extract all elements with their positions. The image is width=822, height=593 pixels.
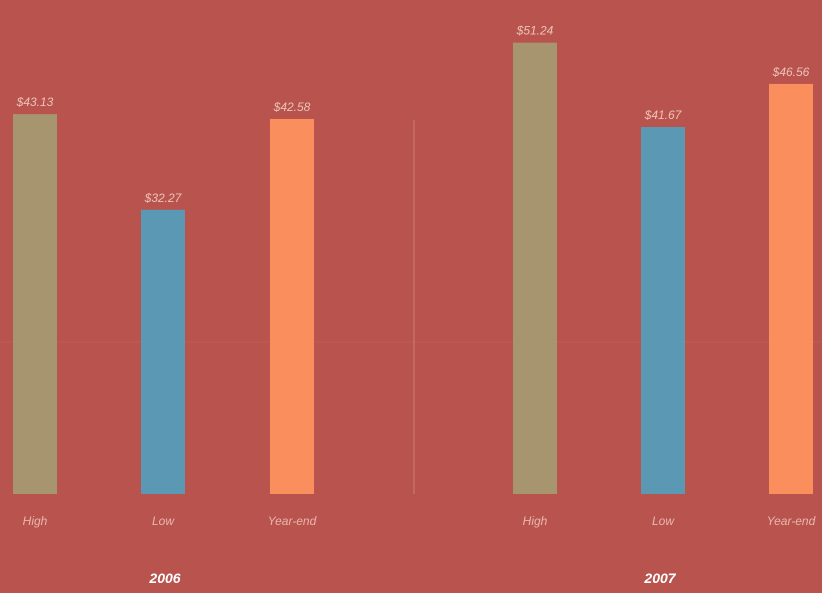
bar-2006-year-end <box>270 118 314 495</box>
category-label-2006-high: High <box>23 514 48 528</box>
year-label-2007: 2007 <box>643 570 676 586</box>
bars-layer <box>13 42 813 495</box>
category-label-2007-high: High <box>523 514 548 528</box>
bar-2007-year-end <box>769 83 813 494</box>
category-label-2006-low: Low <box>152 514 175 528</box>
year-label-2006: 2006 <box>148 570 180 586</box>
category-label-2007-low: Low <box>652 514 675 528</box>
bar-2006-high <box>13 114 57 494</box>
value-label-2007-year-end: $46.56 <box>772 65 810 79</box>
category-label-2007-year-end: Year-end <box>767 514 816 528</box>
bar-2007-low <box>641 126 685 494</box>
value-label-2006-high: $43.13 <box>16 95 54 109</box>
value-label-2006-low: $32.27 <box>144 191 183 205</box>
value-label-2007-low: $41.67 <box>644 108 683 122</box>
labels-layer: $43.13 High $32.27 Low $42.58 Year-end 2006 $51… <box>16 24 816 586</box>
category-label-2006-year-end: Year-end <box>268 514 317 528</box>
bar-2007-high <box>513 42 557 494</box>
value-label-2007-high: $51.24 <box>516 24 554 38</box>
value-label-2006-year-end: $42.58 <box>273 100 311 114</box>
bar-2006-low <box>141 209 185 495</box>
